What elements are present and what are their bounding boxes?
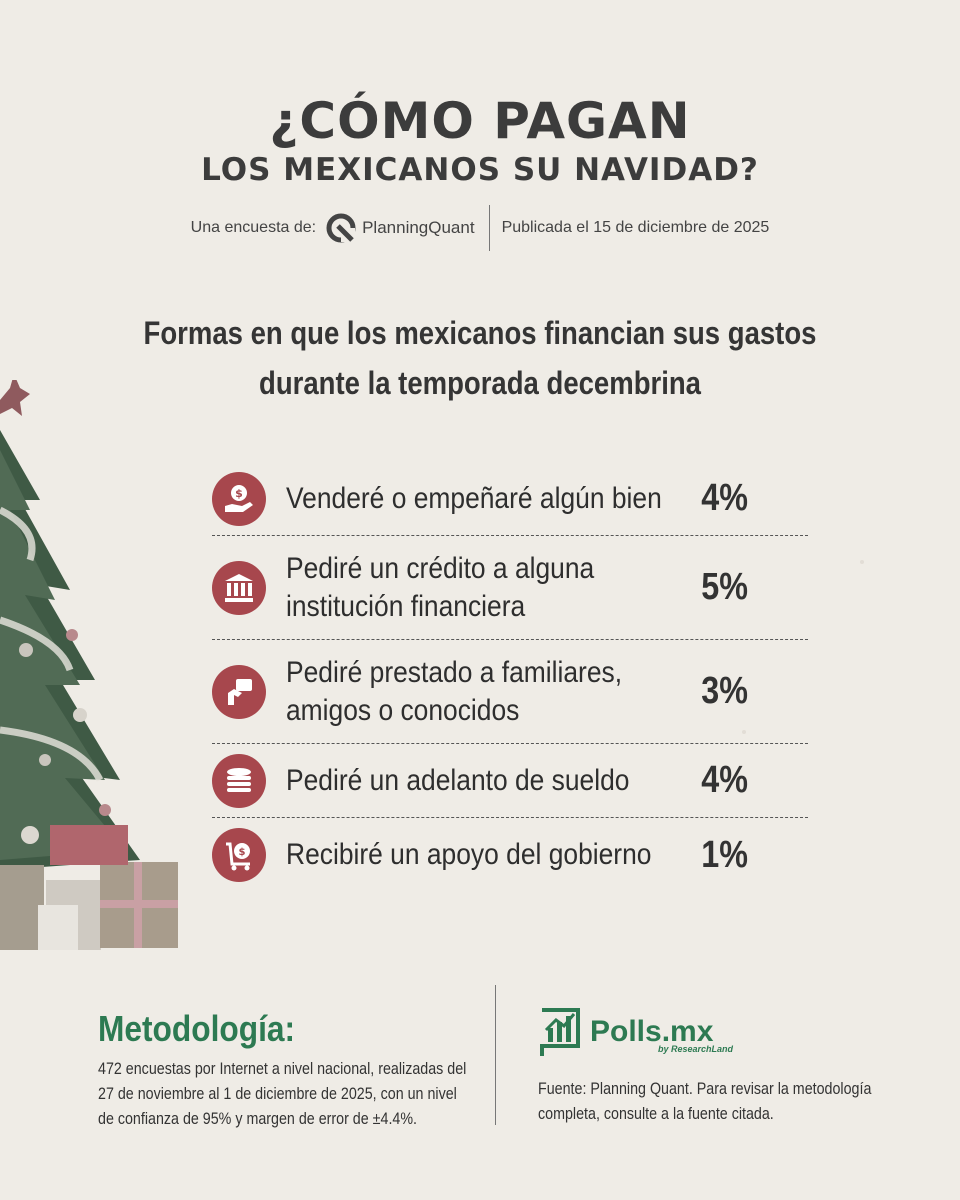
- item-percentage: 3%: [701, 670, 748, 712]
- survey-label: Una encuesta de:: [190, 219, 317, 236]
- polls-brand: Polls.mx: [590, 1015, 714, 1048]
- polls-section: Polls.mx by ResearchLand Fuente: Plannin…: [538, 1006, 898, 1126]
- pollster-name: PlanningQuant: [362, 218, 475, 237]
- byline-divider: [488, 205, 490, 251]
- item-label: Pediré prestado a familiares, amigos o c…: [286, 655, 623, 727]
- hand-coin-icon: $: [212, 471, 266, 526]
- methodology-heading: Metodología:: [98, 1008, 296, 1049]
- list-item: Pediré prestado a familiares, amigos o c…: [212, 640, 808, 744]
- paper-texture: [610, 120, 613, 123]
- methodology-section: Metodología: 472 encuestas por Internet …: [98, 1008, 478, 1131]
- item-label: Pediré un crédito a alguna institución f…: [286, 551, 595, 623]
- polls-logo-icon: [540, 1008, 580, 1056]
- item-label: Venderé o empeñaré algún bien: [286, 481, 662, 515]
- byline: Una encuesta de: PlanningQuant Publicada…: [0, 204, 960, 252]
- item-label: Recibiré un apoyo del gobierno: [286, 838, 652, 871]
- source-text: Fuente: Planning Quant. Para revisar la …: [538, 1079, 872, 1123]
- list-item: Pediré un adelanto de sueldo 4%: [212, 744, 808, 818]
- financing-methods-list: $ Venderé o empeñaré algún bien 4% Pedir…: [212, 462, 808, 892]
- planningquant-logo: PlanningQuant: [326, 213, 475, 243]
- item-percentage: 4%: [701, 477, 748, 519]
- hand-wallet-icon: [212, 664, 266, 719]
- svg-text:$: $: [235, 487, 243, 500]
- list-item: $ Venderé o empeñaré algún bien 4%: [212, 462, 808, 536]
- publish-date: Publicada el 15 de diciembre de 2025: [501, 219, 770, 236]
- main-title: ¿CÓMO PAGAN: [269, 92, 691, 150]
- item-percentage: 5%: [701, 566, 748, 608]
- paper-texture: [860, 560, 864, 564]
- methodology-text: 472 encuestas por Internet a nivel nacio…: [98, 1059, 467, 1128]
- list-item: Pediré un crédito a alguna institución f…: [212, 536, 808, 640]
- main-title-line2: LOS MEXICANOS SU NAVIDAD?: [201, 152, 759, 188]
- polls-logo: Polls.mx: [538, 1006, 898, 1058]
- item-label: Pediré un adelanto de sueldo: [286, 763, 630, 797]
- polls-brand-sub: by ResearchLand: [658, 1044, 734, 1054]
- paper-texture: [742, 730, 746, 734]
- coin-stack-icon: [212, 753, 266, 808]
- bank-icon: [212, 560, 266, 615]
- chart-subtitle: Formas en que los mexicanos financian su…: [136, 308, 824, 408]
- item-percentage: 1%: [701, 833, 748, 876]
- money-bag-cart-icon: $: [212, 828, 266, 882]
- subtitle-line2: durante la temporada decembrina: [259, 365, 701, 401]
- list-item: $ Recibiré un apoyo del gobierno 1%: [212, 818, 808, 892]
- christmas-tree-illustration: [0, 380, 178, 950]
- item-percentage: 4%: [701, 759, 748, 801]
- planningquant-logo-icon: [326, 213, 356, 243]
- footer-divider: [495, 985, 496, 1125]
- subtitle-line1: Formas en que los mexicanos financian su…: [143, 315, 817, 351]
- svg-text:$: $: [239, 847, 246, 858]
